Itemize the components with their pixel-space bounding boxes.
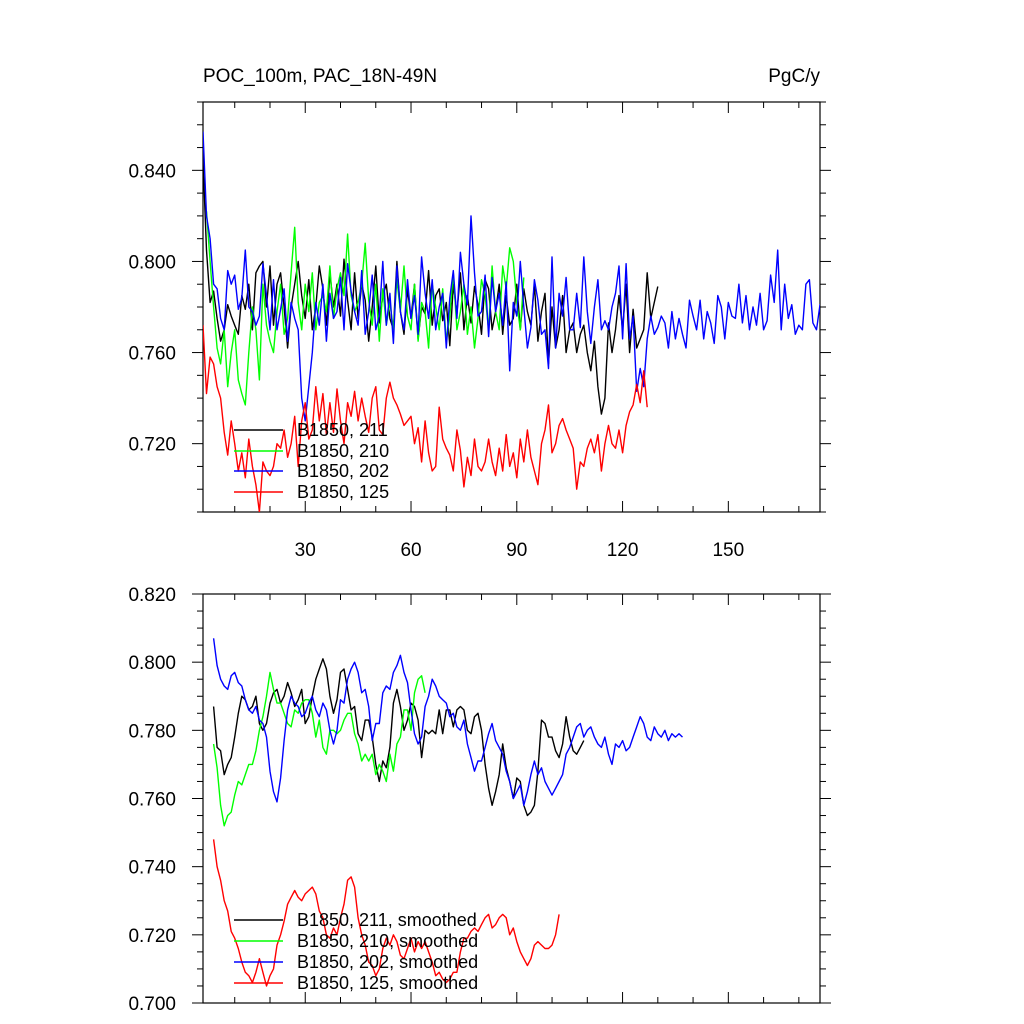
- series-line: [205, 211, 525, 406]
- x-tick-label: 30: [295, 540, 316, 561]
- x-tick-label: 60: [400, 540, 421, 561]
- series-line: [212, 839, 560, 987]
- y-tick-label: 0.800: [128, 653, 176, 674]
- legend-label: B1850, 211: [297, 420, 388, 440]
- legend-label: B1850, 125, smoothed: [297, 973, 478, 993]
- series-line: [212, 638, 683, 806]
- legend-label: B1850, 202, smoothed: [297, 952, 478, 972]
- y-tick-label: 0.800: [128, 252, 176, 273]
- y-tick-label: 0.720: [128, 926, 176, 947]
- chart-units: PgC/y: [768, 66, 820, 87]
- series-line: [203, 158, 659, 415]
- series-line: [203, 131, 820, 422]
- series-line: [212, 671, 426, 827]
- y-tick-label: 0.840: [128, 161, 176, 182]
- y-tick-label: 0.700: [128, 994, 176, 1015]
- legend-label: B1850, 125: [297, 482, 389, 502]
- legend-label: B1850, 210: [297, 441, 389, 461]
- y-tick-label: 0.720: [128, 435, 176, 456]
- y-tick-label: 0.740: [128, 858, 176, 879]
- x-tick-label: 90: [506, 540, 527, 561]
- legend-label: B1850, 211, smoothed: [297, 910, 477, 930]
- plot-frame: [202, 593, 821, 1004]
- y-tick-label: 0.760: [128, 344, 176, 365]
- x-tick-label: 150: [712, 540, 744, 561]
- legend-label: B1850, 210, smoothed: [297, 931, 478, 951]
- chart-title: POC_100m, PAC_18N-49N: [203, 66, 437, 87]
- y-tick-label: 0.760: [128, 790, 176, 811]
- legend-label: B1850, 202: [297, 461, 389, 481]
- y-tick-label: 0.780: [128, 721, 176, 742]
- y-tick-label: 0.820: [128, 585, 176, 606]
- x-tick-label: 120: [607, 540, 639, 561]
- series-line: [203, 325, 648, 512]
- bottom-panel: 0.700 0.720 0.740 0.760 0.780 0.800 0.820 B1850…: [128, 585, 831, 1015]
- top-panel: 30 60 90 120 150 0.720 0.760 0.800 0.840 B1850, 2…: [128, 101, 831, 561]
